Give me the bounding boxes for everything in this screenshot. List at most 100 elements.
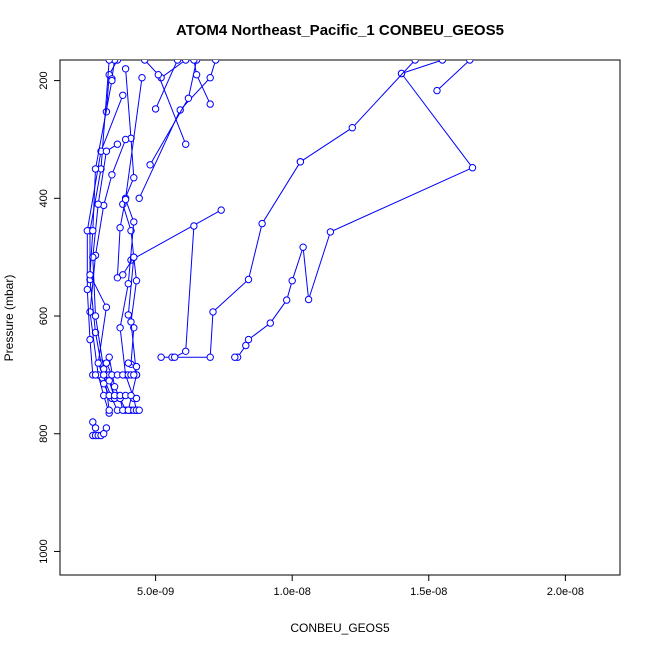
- data-point: [108, 171, 116, 179]
- data-point: [105, 60, 113, 64]
- data-point: [173, 60, 182, 64]
- y-axis: 200 400 600 800 1000: [38, 71, 60, 564]
- data-point: [91, 165, 100, 173]
- data-point: [83, 285, 92, 294]
- data-point: [102, 147, 111, 155]
- series-6: [171, 222, 198, 361]
- data-point: [288, 277, 296, 285]
- data-point: [138, 74, 146, 82]
- data-point: [121, 65, 130, 73]
- data-point: [182, 347, 190, 355]
- data-point: [108, 76, 116, 85]
- data-point: [468, 164, 477, 172]
- data-point: [433, 86, 441, 95]
- data-point: [438, 60, 447, 64]
- data-point: [130, 371, 138, 379]
- data-point: [100, 430, 108, 438]
- series-0: [231, 69, 477, 361]
- data-point: [119, 271, 127, 279]
- series-line: [138, 60, 217, 199]
- data-point: [135, 194, 143, 203]
- data-point: [110, 60, 119, 64]
- data-point: [130, 174, 138, 182]
- x-tick-label: 5.0e-09: [137, 586, 174, 598]
- data-point: [91, 312, 100, 320]
- data-point: [116, 224, 124, 232]
- data-point: [113, 140, 122, 148]
- series-18: [83, 91, 127, 379]
- data-point: [100, 380, 108, 388]
- series-line: [144, 60, 187, 145]
- data-point: [94, 359, 102, 367]
- data-point: [135, 406, 143, 414]
- data-point: [151, 105, 160, 113]
- data-point: [121, 135, 130, 144]
- data-point: [190, 60, 198, 64]
- y-axis-label: Pressure (mbar): [2, 275, 16, 362]
- data-point: [124, 280, 133, 288]
- plot-frame: [59, 59, 621, 576]
- data-point: [121, 195, 130, 204]
- x-tick-label: 1.5e-08: [410, 586, 447, 598]
- x-axis: 5.0e-09 1.0e-08 1.5e-08 2.0e-08: [137, 575, 584, 598]
- series-4: [157, 158, 305, 361]
- data-point: [105, 353, 113, 361]
- data-point: [102, 303, 111, 311]
- data-point: [182, 140, 190, 148]
- data-point: [283, 296, 291, 304]
- data-point: [266, 319, 274, 327]
- data-point: [209, 308, 217, 316]
- series-line: [174, 225, 195, 358]
- series-line: [160, 60, 186, 79]
- series-10: [151, 60, 182, 113]
- data-point: [89, 418, 97, 426]
- series-line: [234, 73, 474, 358]
- series-line: [161, 161, 301, 358]
- data-point: [91, 371, 100, 379]
- data-point: [100, 371, 108, 379]
- series-line: [86, 95, 124, 375]
- series-7: [135, 60, 220, 203]
- y-tick-label: 400: [38, 189, 50, 207]
- data-point: [105, 377, 113, 385]
- data-point: [86, 335, 94, 344]
- data-point: [258, 219, 266, 228]
- data-point: [190, 222, 198, 230]
- data-point: [119, 91, 127, 100]
- series-5: [127, 206, 225, 264]
- data-point: [231, 353, 239, 361]
- data-point: [217, 206, 225, 214]
- series-line: [401, 60, 443, 74]
- data-point: [127, 391, 135, 400]
- data-point: [141, 60, 149, 64]
- series-23: [89, 418, 111, 440]
- data-point: [86, 308, 94, 316]
- series-27: [91, 371, 141, 403]
- data-point: [89, 227, 97, 235]
- data-point: [299, 243, 307, 251]
- data-point: [105, 406, 113, 414]
- series-12: [141, 60, 190, 148]
- data-point: [127, 318, 135, 326]
- x-axis-label: CONBEU_GEOS5: [290, 621, 390, 635]
- series-1: [433, 60, 474, 95]
- series-25: [105, 353, 143, 414]
- x-tick-label: 2.0e-08: [547, 586, 584, 598]
- series-line: [436, 60, 471, 91]
- data-point: [411, 60, 419, 64]
- data-point: [304, 295, 313, 304]
- series-line: [193, 60, 211, 105]
- data-point: [124, 359, 133, 367]
- data-point: [102, 424, 111, 432]
- data-point: [171, 353, 179, 361]
- data-point: [212, 60, 220, 64]
- series-line: [130, 209, 222, 261]
- x-tick-label: 1.0e-08: [274, 586, 311, 598]
- series-19: [89, 140, 122, 414]
- data-point: [296, 158, 305, 166]
- data-point: [113, 274, 122, 282]
- series-28: [124, 359, 141, 379]
- series-9: [190, 60, 214, 108]
- y-tick-label: 800: [38, 425, 50, 443]
